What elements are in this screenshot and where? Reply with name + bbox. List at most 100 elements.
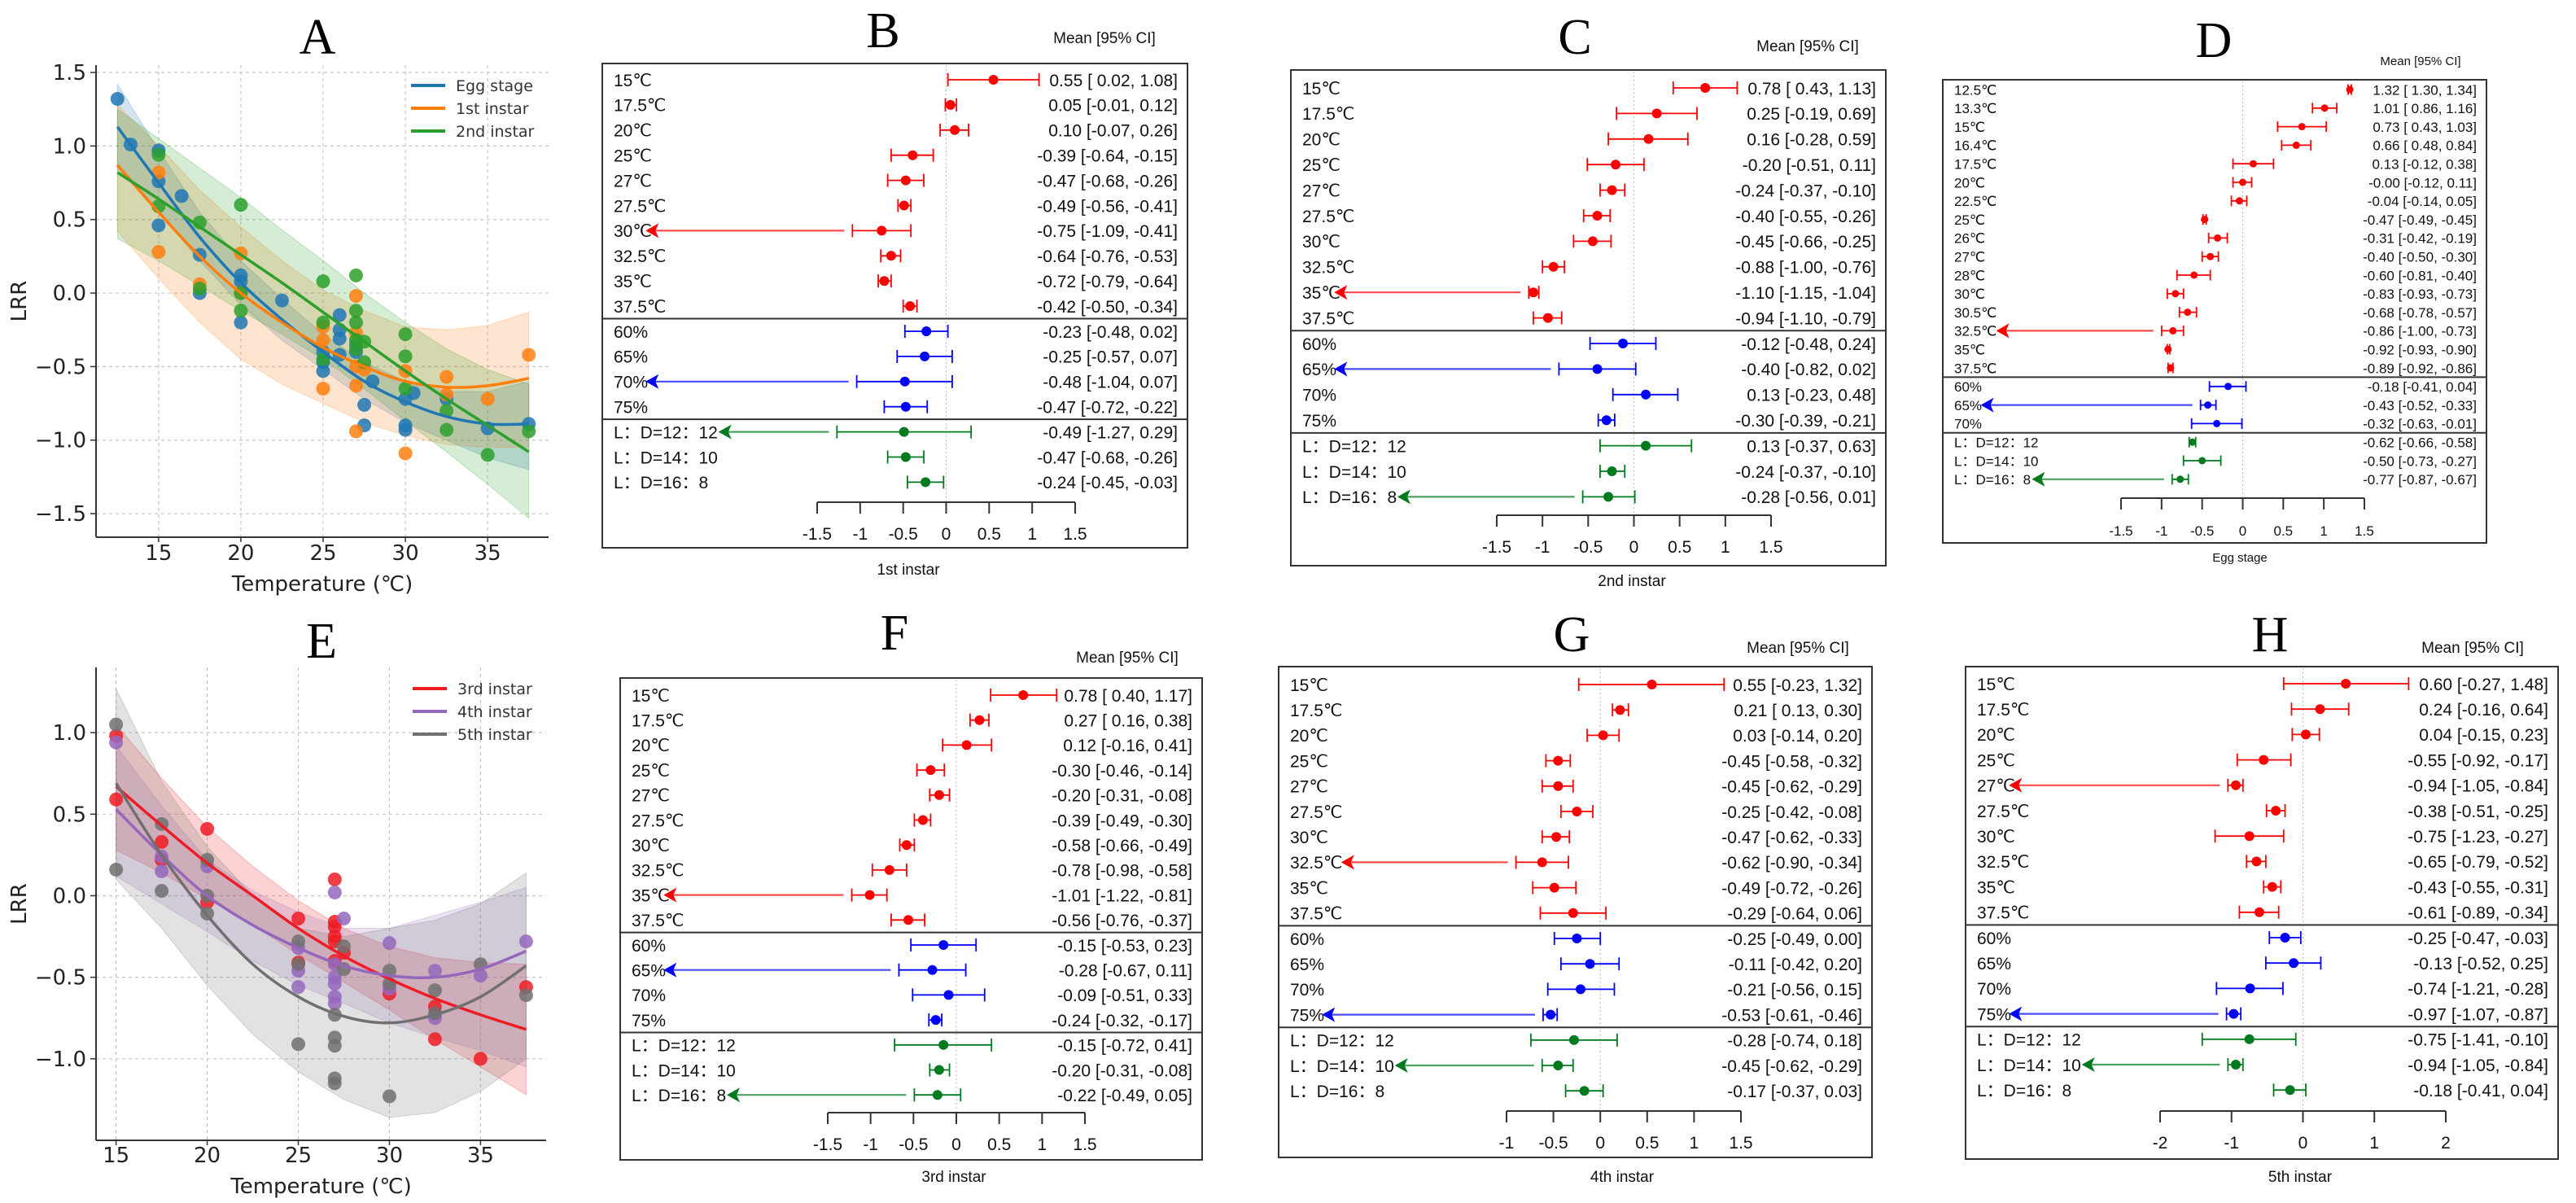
data-point [274, 293, 289, 308]
row-label: 35℃ [1954, 342, 1985, 357]
data-point [398, 382, 413, 396]
data-point [480, 448, 495, 462]
point-estimate [2164, 345, 2172, 353]
row-label: 26℃ [1954, 231, 1985, 247]
point-estimate [2228, 1008, 2239, 1019]
row-label: 37.5℃ [632, 912, 684, 930]
row-estimate-text: -0.75 [-1.09, -0.41] [1037, 222, 1178, 241]
row-estimate-text: -0.25 [-0.49, 0.00] [1727, 930, 1862, 949]
row-estimate-text: -1.10 [-1.15, -1.04] [1735, 284, 1876, 303]
point-estimate [938, 1039, 949, 1050]
x-tick-label: 1.5 [1729, 1134, 1752, 1153]
data-point [327, 977, 342, 991]
column-header: Mean [95% CI] [2421, 640, 2524, 657]
data-point [110, 92, 125, 107]
data-point [522, 424, 536, 439]
data-point [427, 964, 442, 978]
data-point [348, 304, 363, 318]
row-label: 12.5℃ [1954, 82, 1997, 98]
row-label: 75% [1977, 1005, 2011, 1024]
point-estimate [2184, 308, 2192, 317]
point-estimate [2167, 364, 2175, 372]
data-point [155, 864, 169, 878]
row-label: 27℃ [1302, 182, 1340, 200]
row-estimate-text: -0.77 [-0.87, -0.67] [2363, 472, 2477, 488]
point-estimate [2239, 178, 2246, 186]
row-label: 27℃ [632, 787, 670, 806]
fit-curve [116, 125, 529, 427]
y-axis-label: LRR [7, 883, 32, 925]
row-estimate-text: -0.00 [-0.12, 0.11] [2368, 175, 2477, 190]
row-estimate-text: -0.75 [-1.41, -0.10] [2408, 1031, 2548, 1050]
arrow-left-icon [726, 1087, 740, 1103]
point-estimate [2201, 216, 2209, 224]
data-point [291, 912, 306, 926]
data-point [440, 370, 454, 384]
row-label: 65% [1290, 956, 1324, 974]
y-tick-label: 0.0 [53, 884, 86, 908]
data-point [316, 315, 330, 330]
point-estimate [1018, 690, 1029, 700]
x-axis-label: Temperature (℃) [231, 572, 413, 597]
row-label: 37.5℃ [1977, 904, 2029, 923]
row-label: 27℃ [1290, 778, 1328, 797]
point-estimate [974, 715, 985, 725]
point-estimate [1568, 908, 1578, 918]
row-label: 60% [632, 937, 666, 956]
forest-panel-f: F Mean [95% CI] 15℃ 0.78 [ 0.40, 1.17] 17.5℃… [619, 606, 1203, 1186]
x-tick-label: 0.5 [2274, 523, 2294, 539]
legend-label: 1st instar [456, 100, 529, 118]
row-label: 25℃ [1302, 156, 1340, 175]
row-label: 75% [1302, 412, 1336, 431]
point-estimate [2346, 85, 2354, 94]
data-point [357, 397, 372, 412]
row-estimate-text: -0.83 [-0.93, -0.73] [2363, 287, 2477, 302]
row-estimate-text: -0.39 [-0.64, -0.15] [1037, 147, 1178, 165]
row-estimate-text: -0.30 [-0.39, -0.21] [1735, 412, 1876, 431]
x-tick-label: -1 [1499, 1134, 1515, 1153]
row-label: L：D=12：12 [1290, 1032, 1394, 1051]
row-estimate-text: 0.16 [-0.28, 0.59] [1747, 131, 1876, 150]
row-estimate-text: -0.40 [-0.55, -0.26] [1735, 208, 1876, 226]
row-estimate-text: -0.23 [-0.48, 0.02] [1043, 323, 1178, 342]
row-estimate-text: -0.45 [-0.66, -0.25] [1735, 233, 1876, 252]
x-tick-label: -1 [2155, 523, 2167, 539]
point-estimate [934, 790, 944, 800]
x-tick-label: 1.5 [1073, 1135, 1096, 1154]
row-estimate-text: -0.09 [-0.51, 0.33] [1057, 986, 1192, 1005]
row-estimate-text: -0.40 [-0.50, -0.30] [2363, 249, 2477, 265]
row-label: 65% [632, 961, 666, 980]
arrow-left-icon [645, 374, 659, 389]
row-label: 27℃ [614, 172, 652, 190]
row-estimate-text: -0.20 [-0.31, -0.08] [1052, 1061, 1192, 1080]
row-estimate-text: 0.55 [-0.23, 1.32] [1733, 676, 1862, 695]
row-estimate-text: -0.24 [-0.37, -0.10] [1735, 182, 1876, 200]
arrow-left-icon [1397, 489, 1410, 505]
row-estimate-text: -0.65 [-0.79, -0.52] [2408, 853, 2548, 872]
point-estimate [2301, 729, 2311, 740]
x-tick-label: 0.5 [1635, 1134, 1659, 1153]
panel-letter: D [2196, 13, 2233, 68]
row-label: 32.5℃ [614, 247, 666, 266]
row-estimate-text: -0.32 [-0.63, -0.01] [2363, 417, 2477, 432]
row-estimate-text: 0.66 [ 0.48, 0.84] [2373, 138, 2477, 154]
point-estimate [1651, 108, 1662, 119]
data-point [327, 885, 342, 899]
x-tick-label: -0.5 [899, 1135, 928, 1154]
x-tick-label: 1 [1037, 1135, 1047, 1154]
data-point [348, 378, 363, 393]
row-estimate-text: -0.43 [-0.55, -0.31] [2408, 878, 2548, 897]
row-estimate-text: -0.15 [-0.72, 0.41] [1057, 1037, 1192, 1056]
data-point [348, 289, 363, 304]
data-point [291, 980, 306, 995]
point-estimate [908, 150, 918, 160]
row-estimate-text: -0.17 [-0.37, 0.03] [1727, 1083, 1862, 1101]
row-label: 27℃ [1977, 777, 2015, 796]
x-tick-label: -2 [2153, 1134, 2168, 1153]
point-estimate [1601, 415, 1612, 426]
row-label: 65% [614, 348, 648, 367]
legend-label: 4th instar [457, 703, 532, 721]
row-label: 32.5℃ [632, 862, 684, 881]
arrow-left-icon [1322, 1007, 1336, 1022]
point-estimate [961, 740, 972, 750]
